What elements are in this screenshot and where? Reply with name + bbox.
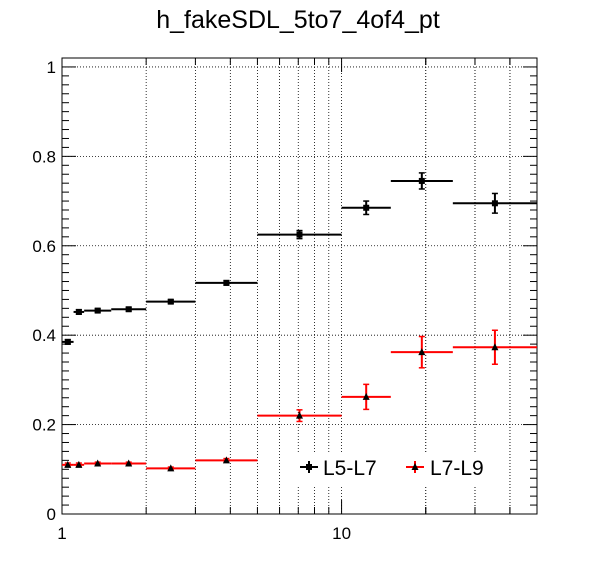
legend-triangle-marker [411, 463, 419, 470]
square-marker [125, 306, 132, 313]
legend: L5-L7 L7-L9 [292, 452, 500, 486]
square-marker [167, 298, 174, 305]
legend-square-marker [306, 464, 312, 470]
triangle-marker [125, 459, 133, 467]
square-marker [75, 308, 82, 315]
triangle-marker [167, 464, 175, 472]
triangle-marker [362, 392, 370, 400]
data-point [84, 459, 112, 467]
data-point [452, 329, 537, 365]
data-point [452, 192, 537, 214]
data-point [257, 229, 342, 240]
y-tick-label: 0.2 [32, 416, 56, 435]
data-point [390, 172, 453, 190]
y-tick-label: 0.4 [32, 326, 56, 345]
square-marker [223, 279, 230, 286]
y-tick-label: 0.8 [32, 147, 56, 166]
data-point [195, 279, 258, 286]
triangle-marker [75, 460, 83, 468]
square-marker [64, 338, 71, 345]
plot-frame [61, 57, 538, 515]
triangle-marker [418, 348, 426, 356]
data-point [73, 460, 85, 468]
chart-title: h_fakeSDL_5to7_4of4_pt [156, 6, 440, 34]
square-marker [296, 231, 303, 238]
grid-lines [62, 58, 538, 514]
data-point [62, 338, 74, 345]
data-point [195, 456, 258, 464]
y-tick-label: 1 [47, 58, 56, 77]
square-marker [94, 307, 101, 314]
legend-label: L5-L7 [323, 457, 377, 480]
legend-box [292, 452, 500, 486]
data-point [111, 459, 147, 467]
data-point [146, 298, 196, 305]
legend-label: L7-L9 [430, 457, 484, 480]
square-marker [363, 204, 370, 211]
data-point [62, 460, 74, 468]
data-point [390, 335, 453, 369]
data-point [84, 307, 112, 314]
series-l7-l9 [62, 329, 537, 472]
data-point [146, 464, 196, 472]
x-tick-label: 10 [332, 524, 351, 543]
series-layer [62, 172, 537, 472]
triangle-marker [222, 456, 230, 464]
data-point [341, 383, 391, 411]
data-point [111, 306, 147, 313]
triangle-marker [94, 459, 102, 467]
square-marker [491, 200, 498, 207]
axis-ticks: 0 0.2 0.4 0.6 0.8 1 1 10 [32, 58, 538, 543]
data-point [341, 200, 391, 216]
triangle-marker [64, 460, 72, 468]
data-point [73, 308, 85, 315]
series-l5-l7 [62, 172, 537, 345]
triangle-marker [296, 411, 303, 419]
triangle-marker [491, 343, 499, 351]
y-tick-label: 0 [47, 505, 56, 524]
square-marker [418, 177, 425, 184]
data-point [257, 409, 342, 423]
x-tick-label: 1 [57, 524, 66, 543]
y-tick-label: 0.6 [32, 237, 56, 256]
